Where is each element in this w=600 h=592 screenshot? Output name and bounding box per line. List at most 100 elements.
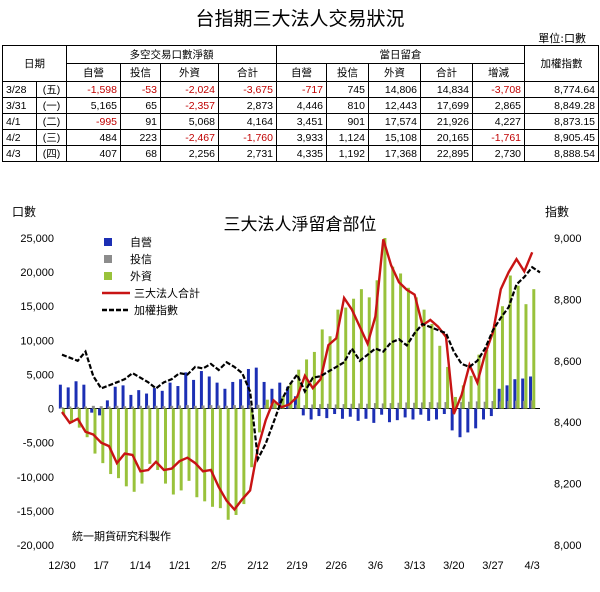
oi-cell: 810 [326, 97, 369, 114]
y2-tick-label: 8,200 [554, 479, 582, 491]
oi-cell: -717 [276, 81, 327, 98]
index-cell: 8,774.64 [524, 81, 600, 98]
table-row: 4/1 (二) -995 91 5,068 4,164 3,451 901 17,574 21,9… [2, 113, 600, 130]
bar-trust [373, 403, 377, 409]
bar-dealer [387, 408, 391, 423]
x-tick-label: 2/26 [326, 560, 347, 572]
y-tick-label: 10,000 [20, 335, 54, 347]
net-cell: 5,068 [160, 113, 219, 130]
bar-foreign [383, 238, 387, 409]
bar-foreign [469, 375, 473, 409]
bar-foreign [77, 408, 81, 428]
oi-cell: 4,227 [471, 113, 526, 130]
y-tick-label: -5,000 [23, 438, 54, 450]
bar-foreign [532, 289, 536, 409]
row-date: 3/31 [2, 97, 37, 114]
net-cell: -2,357 [160, 97, 219, 114]
bar-dealer [364, 408, 368, 419]
y-tick-label: 25,000 [20, 233, 54, 245]
row-date: 4/2 [2, 129, 37, 146]
bar-trust [342, 404, 346, 409]
net-cell: 4,164 [218, 113, 277, 130]
oi-cell: 3,933 [276, 129, 327, 146]
legend-label: 加權指數 [134, 303, 178, 317]
y-tick-label: -10,000 [17, 472, 54, 484]
x-tick-label: 2/19 [286, 560, 307, 572]
bar-dealer [317, 408, 321, 417]
x-tick-label: 3/6 [368, 560, 383, 572]
bar-foreign [62, 408, 66, 415]
row-date: 4/1 [2, 113, 37, 130]
bar-foreign [132, 408, 136, 492]
bar-trust [76, 406, 80, 409]
bar-dealer [411, 408, 415, 420]
oi-cell: 17,699 [420, 97, 473, 114]
bar-dealer [529, 376, 533, 409]
x-tick-label: 1/14 [130, 560, 151, 572]
page-title: 台指期三大法人交易狀況 [195, 8, 405, 30]
bar-foreign [148, 408, 152, 464]
net-cell: 5,165 [66, 97, 121, 114]
bar-dealer [489, 408, 493, 417]
row-weekday: (二) [36, 113, 67, 130]
bar-dealer [199, 371, 203, 409]
bar-trust [326, 403, 330, 409]
oi-cell: 2,865 [471, 97, 526, 114]
bar-trust [303, 405, 307, 409]
bar-trust [154, 405, 158, 409]
bar-foreign [187, 408, 191, 481]
bar-trust [193, 405, 197, 409]
table-row: 3/31 (一) 5,165 65 -2,357 2,873 4,446 810 12,443 1… [2, 97, 600, 114]
y-tick-label: 5,000 [26, 369, 54, 381]
bar-dealer [223, 388, 227, 409]
bar-dealer [278, 382, 282, 409]
bar-foreign [406, 287, 410, 409]
stats-table: 日期 多空交易口數淨額 當日留倉 加權指數 自營 投信 外資 合計 自營 投信 … [2, 45, 600, 162]
table-row: 4/2 (三) 484 223 -2,467 -1,760 3,933 1,124 15,108… [2, 129, 600, 146]
bar-trust [436, 402, 440, 409]
legend-label: 三大法人合計 [134, 286, 200, 300]
bar-foreign [524, 304, 528, 409]
bar-dealer [521, 378, 525, 409]
row-weekday: (五) [36, 81, 67, 98]
y-tick-label: 20,000 [20, 267, 54, 279]
oi-col-header: 自營 [276, 63, 327, 82]
bar-trust [460, 402, 464, 409]
bar-dealer [293, 396, 297, 409]
oi-cell: -3,708 [471, 81, 526, 98]
bar-foreign [516, 285, 520, 409]
chart-title: 三大法人淨留倉部位 [224, 215, 377, 235]
bar-dealer [66, 387, 70, 409]
bar-foreign [375, 280, 379, 409]
net-col-header: 合計 [218, 63, 277, 82]
bar-trust [185, 405, 189, 409]
oi-cell: 4,446 [276, 97, 327, 114]
x-tick-label: 4/3 [525, 560, 540, 572]
bar-trust [178, 405, 182, 409]
bar-dealer [152, 388, 156, 409]
x-tick-label: 1/7 [94, 560, 109, 572]
bar-foreign [453, 396, 457, 409]
bar-foreign [69, 408, 73, 423]
bar-foreign [258, 408, 262, 433]
net-cell: 2,731 [218, 145, 277, 162]
oi-col-header: 投信 [326, 63, 369, 82]
bar-foreign [281, 396, 285, 409]
y-axis-label: 口數 [12, 205, 36, 219]
bar-foreign [203, 408, 207, 502]
x-tick-label: 3/13 [404, 560, 425, 572]
bar-foreign [391, 266, 395, 409]
bar-dealer [160, 390, 164, 409]
bar-foreign [171, 408, 175, 495]
bar-foreign [422, 309, 426, 409]
index-cell: 8,849.28 [524, 97, 600, 114]
legend-swatch [104, 238, 112, 246]
net-cell: -3,675 [218, 81, 277, 98]
net-group-header: 多空交易口數淨額 [66, 45, 277, 64]
bar-foreign [85, 408, 89, 438]
bar-dealer [419, 408, 423, 415]
oi-cell: 14,806 [368, 81, 421, 98]
bar-foreign [477, 354, 481, 409]
bar-dealer [74, 381, 78, 409]
bar-foreign [226, 408, 230, 520]
